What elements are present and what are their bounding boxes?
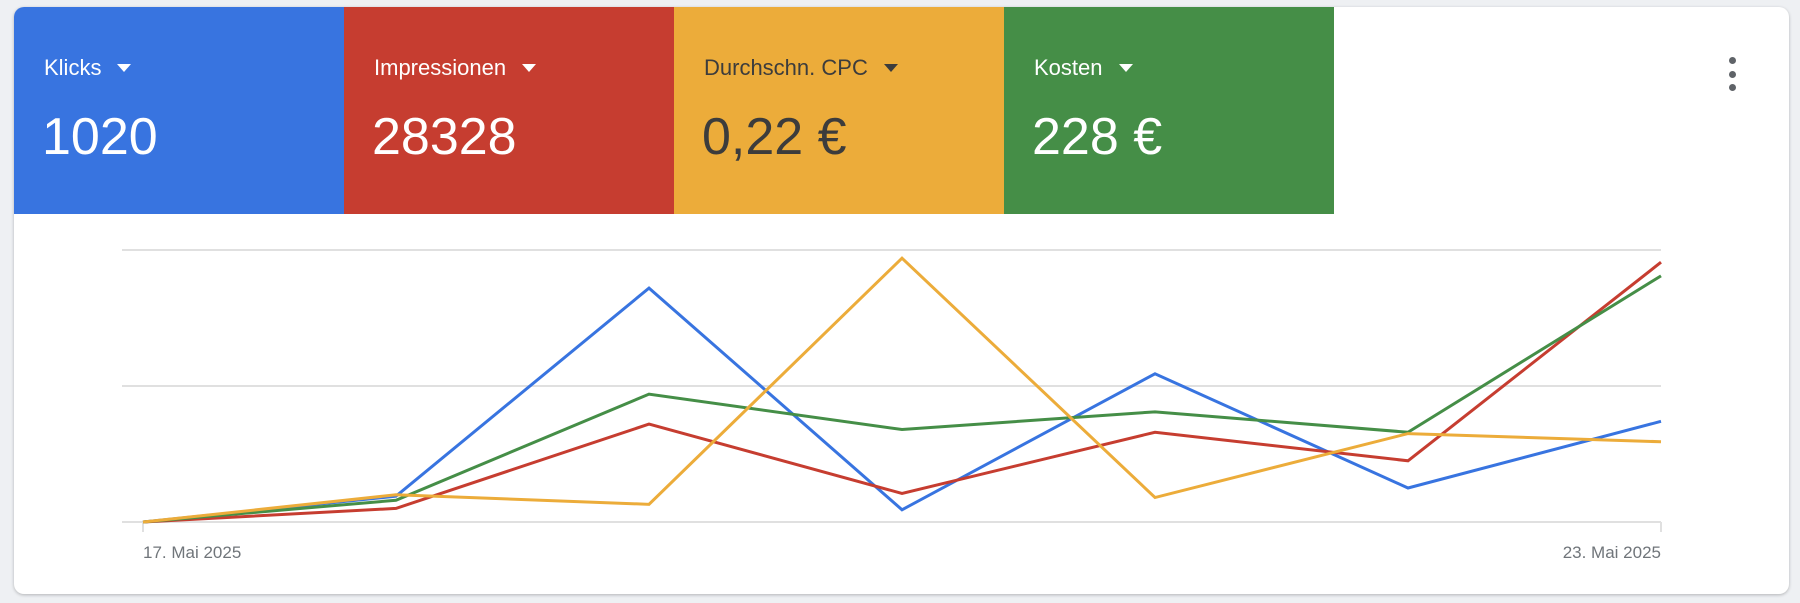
dropdown-caret-icon (117, 64, 132, 72)
metric-selector[interactable]: Klicks (44, 55, 132, 81)
dropdown-caret-icon (522, 64, 537, 72)
metric-label: Durchschn. CPC (704, 55, 868, 80)
series-line-impressionen (142, 261, 1662, 524)
metric-value: 0,22 € (702, 108, 847, 166)
series-line-kosten (142, 274, 1662, 524)
metric-tile-cpc[interactable]: Durchschn. CPC 0,22 € (674, 7, 1004, 214)
more-vert-icon[interactable] (1724, 57, 1740, 91)
metric-tile-klicks[interactable]: Klicks 1020 (14, 7, 344, 214)
series-line-durchschn-cpc (142, 256, 1662, 524)
metric-selector[interactable]: Kosten (1034, 55, 1133, 81)
metric-label: Klicks (44, 55, 102, 80)
metric-tile-kosten[interactable]: Kosten 228 € (1004, 7, 1334, 214)
dropdown-caret-icon (883, 64, 898, 72)
metric-tile-impressionen[interactable]: Impressionen 28328 (344, 7, 674, 214)
metric-label: Kosten (1034, 55, 1103, 80)
series-line-klicks (142, 286, 1662, 524)
line-chart: 17. Mai 2025 23. Mai 2025 (122, 249, 1662, 562)
metric-value: 228 € (1032, 108, 1163, 166)
metric-value: 28328 (372, 108, 517, 166)
metric-selector[interactable]: Durchschn. CPC (704, 55, 898, 81)
metric-value: 1020 (42, 108, 158, 166)
metric-label: Impressionen (374, 55, 507, 80)
x-tick-label-start: 17. Mai 2025 (143, 543, 241, 562)
dropdown-caret-icon (1118, 64, 1133, 72)
performance-card: Klicks 1020 Impressionen 28328 Durchschn… (14, 7, 1789, 594)
x-tick-label-end: 23. Mai 2025 (1563, 543, 1661, 562)
metric-selector[interactable]: Impressionen (374, 55, 537, 81)
